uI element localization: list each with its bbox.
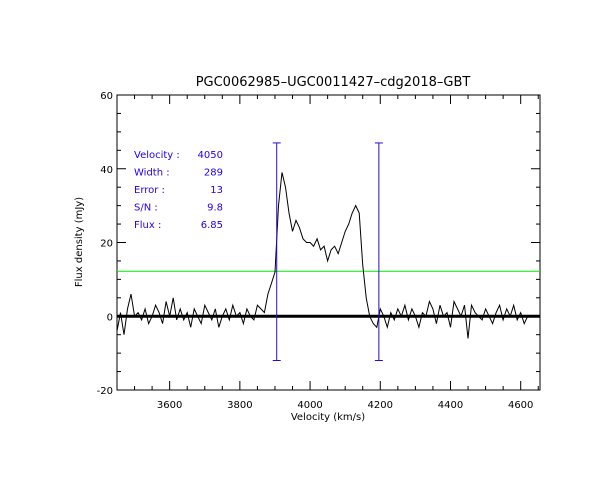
x-tick-label: 3600: [157, 400, 182, 411]
x-tick-label: 4400: [438, 400, 463, 411]
annotation-block: Velocity : 4050 Width : 289 Error : 13 S/N : 9.…: [134, 150, 223, 231]
annotation-label: Width :: [134, 168, 170, 179]
annotation-value: 4050: [198, 150, 223, 161]
annotation-value: 6.85: [201, 220, 223, 231]
annotation-value: 9.8: [207, 203, 223, 214]
x-tick-label: 4200: [368, 400, 393, 411]
x-tick-label: 4600: [508, 400, 533, 411]
y-tick-label: -20: [97, 386, 113, 397]
x-tick-label: 3800: [227, 400, 252, 411]
axes: 3600 3800 4000 4200 4400 4600 -20 0 20 40 60: [97, 91, 541, 411]
y-tick-label: 0: [107, 312, 113, 323]
annotation-value: 289: [204, 168, 223, 179]
annotation-value: 13: [210, 185, 223, 196]
y-tick-label: 60: [100, 91, 113, 102]
annotation-label: Velocity :: [134, 150, 180, 161]
annotation-label: Error :: [134, 185, 165, 196]
x-tick-label: 4000: [297, 400, 322, 411]
annotation-label: S/N :: [134, 203, 158, 214]
annotation-label: Flux :: [134, 220, 161, 231]
plot-frame: [116, 94, 541, 391]
y-tick-label: 20: [100, 239, 113, 250]
plot-area: [116, 142, 540, 361]
x-axis-label: Velocity (km/s): [291, 412, 365, 423]
spectrum-line: [116, 172, 529, 339]
y-tick-label: 40: [100, 165, 113, 176]
chart-title: PGC0062985–UGC0011427–cdg2018–GBT: [196, 75, 471, 90]
y-axis-label: Flux density (mJy): [74, 197, 85, 287]
